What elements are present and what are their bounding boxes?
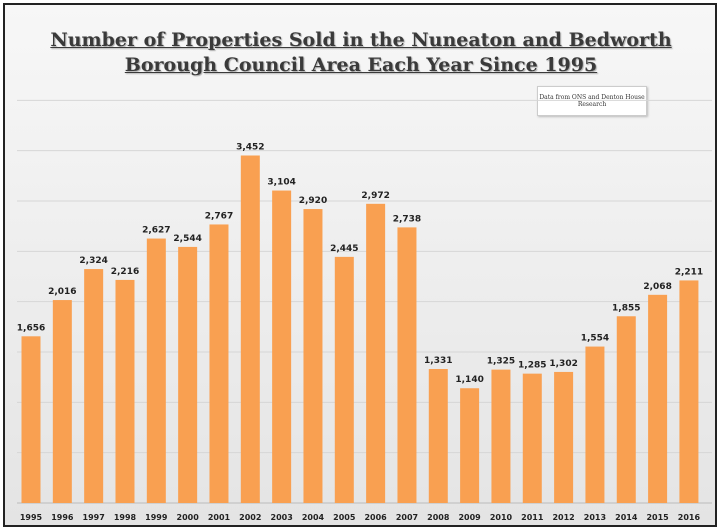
bar-2007 — [397, 227, 417, 503]
x-tick-label: 2000 — [177, 513, 200, 522]
bar-1998 — [115, 279, 135, 503]
bar-1999 — [146, 238, 166, 504]
data-label: 1,140 — [455, 375, 483, 385]
x-tick-label: 2012 — [552, 513, 574, 522]
source-note-text: Data from ONS and Denton House Research — [539, 94, 645, 108]
x-tick-label: 1999 — [145, 513, 168, 522]
x-tick-label: 1995 — [20, 513, 43, 522]
bar-2003 — [272, 190, 292, 503]
bar-1997 — [84, 269, 104, 503]
data-label: 1,285 — [518, 361, 546, 371]
data-label: 1,325 — [487, 357, 515, 367]
bar-2011 — [522, 373, 542, 503]
data-label: 3,452 — [236, 142, 264, 152]
bar-2004 — [303, 209, 323, 503]
x-tick-label: 2013 — [584, 513, 606, 522]
data-label: 1,331 — [424, 356, 452, 366]
bar-2013 — [585, 346, 605, 503]
data-label: 2,920 — [299, 196, 327, 206]
x-tick-label: 2005 — [333, 513, 356, 522]
x-tick-label: 2004 — [302, 513, 325, 522]
bar-2008 — [428, 369, 448, 503]
data-label: 1,656 — [17, 323, 45, 333]
bar-2000 — [178, 246, 198, 504]
bar-1996 — [52, 300, 72, 503]
x-tick-label: 2006 — [364, 513, 387, 522]
x-tick-label: 2009 — [458, 513, 481, 522]
x-tick-label: 1998 — [114, 513, 137, 522]
x-tick-label: 2007 — [396, 513, 418, 522]
data-label: 2,324 — [79, 256, 107, 266]
x-tick-label: 2002 — [239, 513, 261, 522]
bar-2002 — [240, 155, 260, 504]
x-tick-label: 2003 — [271, 513, 293, 522]
x-tick-label: 2008 — [427, 513, 450, 522]
data-label: 2,211 — [675, 267, 703, 277]
bar-2006 — [366, 203, 386, 503]
bar-2005 — [334, 256, 354, 503]
bar-2016 — [679, 280, 699, 503]
x-tick-label: 2001 — [208, 513, 231, 522]
data-label: 1,302 — [549, 359, 577, 369]
data-label: 2,445 — [330, 244, 358, 254]
x-tick-label: 2015 — [646, 513, 669, 522]
bar-2015 — [648, 294, 668, 503]
data-label: 2,767 — [205, 211, 233, 221]
data-label: 2,738 — [393, 214, 421, 224]
x-tick-label: 2014 — [615, 513, 638, 522]
bar-1995 — [21, 336, 41, 503]
chart-title: Number of Properties Sold in the Nuneato… — [0, 28, 722, 78]
data-label: 2,544 — [173, 234, 201, 244]
x-tick-label: 2010 — [490, 513, 513, 522]
data-label: 1,554 — [581, 334, 609, 344]
data-label: 2,016 — [48, 287, 76, 297]
x-tick-label: 1997 — [83, 513, 105, 522]
data-label: 2,627 — [142, 226, 170, 236]
bar-2012 — [554, 371, 574, 503]
title-line-1: Number of Properties Sold in the Nuneato… — [50, 29, 672, 51]
bar-2001 — [209, 224, 229, 504]
data-label: 2,068 — [643, 282, 671, 292]
source-note: Data from ONS and Denton House Research — [537, 86, 647, 116]
data-label: 2,972 — [361, 191, 389, 201]
x-tick-label: 2016 — [678, 513, 701, 522]
data-label: 1,855 — [612, 303, 640, 313]
data-label: 3,104 — [267, 178, 295, 188]
x-tick-label: 1996 — [51, 513, 74, 522]
title-line-2: Borough Council Area Each Year Since 199… — [124, 54, 598, 76]
bar-2009 — [460, 388, 480, 503]
x-tick-label: 2011 — [521, 513, 544, 522]
bar-2014 — [616, 316, 636, 503]
bar-2010 — [491, 369, 511, 503]
data-label: 2,216 — [111, 267, 139, 277]
